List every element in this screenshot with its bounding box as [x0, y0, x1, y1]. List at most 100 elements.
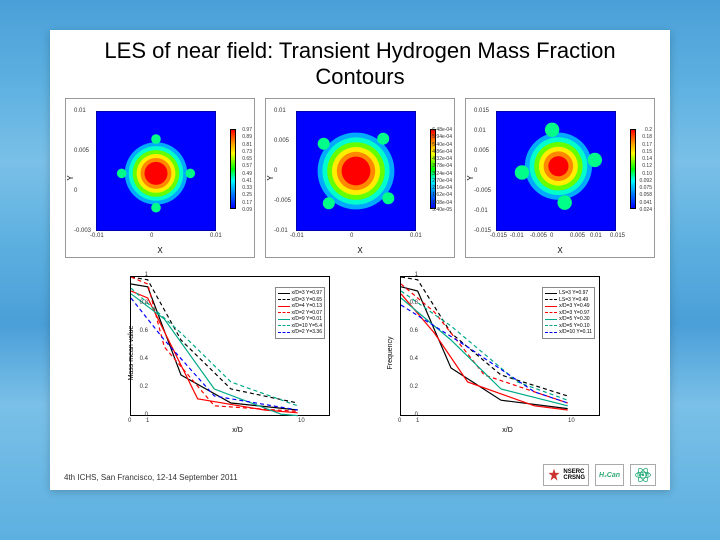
- lineplot-xtick: 10: [298, 418, 305, 424]
- colorbar-tick: 0.17: [242, 200, 252, 206]
- lineplot-ytick: 0.6: [410, 328, 418, 334]
- colorbar-tick: 0.10: [642, 171, 652, 177]
- colorbar-tick: 1.62e-04: [432, 192, 452, 198]
- contour-svg: [296, 111, 416, 231]
- colorbar-tick: 0.058: [639, 192, 652, 198]
- contour-ytick: 0.01: [74, 108, 86, 114]
- colorbar-tick: 0.12: [642, 163, 652, 169]
- contour-ytick: -0.005: [474, 188, 491, 194]
- contour-panel-1: YX0.010.0050-0.005-0.01-0.0100.016.48e-0…: [265, 98, 455, 258]
- colorbar-tick: 0.41: [242, 178, 252, 184]
- legend-label: x/D=10 Y=0.11: [559, 329, 592, 336]
- lineplot-ytick: 0.2: [410, 384, 418, 390]
- legend-swatch: [278, 306, 290, 307]
- lineplot-ytick: 0.6: [140, 328, 148, 334]
- contour-xtick: -0.01: [510, 233, 524, 239]
- colorbar-tick: 4.32e-04: [432, 156, 452, 162]
- colorbar-tick: 0.14: [642, 156, 652, 162]
- legend-swatch: [278, 293, 290, 294]
- colorbar-tick: 0.15: [642, 149, 652, 155]
- contour-xlabel: X: [157, 246, 162, 255]
- contour-ytick: 0.01: [274, 108, 286, 114]
- lineplot-ytick: 0.2: [140, 384, 148, 390]
- colorbar-tick: 0.33: [242, 185, 252, 191]
- lineplot-ytick: 0.4: [410, 356, 418, 362]
- contour-xtick: -0.01: [290, 233, 304, 239]
- contour-ytick: 0.015: [474, 108, 489, 114]
- lineplot-row: x/D=3 Y=0.97x/D=3 Y=0.65x/D=4 Y=0.13x/D=…: [50, 264, 670, 444]
- lineplot-legend: LS=3 Y=0.97LS=3 Y=0.49x/D=3 Y=0.49x/D=3 …: [542, 287, 595, 339]
- lineplot-ytick: 0.4: [140, 356, 148, 362]
- colorbar-tick: 0.18: [642, 134, 652, 140]
- contour-xtick: -0.01: [90, 233, 104, 239]
- contour-xlabel: X: [557, 246, 562, 255]
- colorbar-tick: 0.2: [645, 127, 652, 133]
- contour-ytick: -0.01: [474, 208, 488, 214]
- contour-ytick: 0: [74, 188, 77, 194]
- lineplot-xtick: 1: [146, 418, 149, 424]
- lineplot-ylabel: Frequency: [387, 336, 394, 369]
- lineplot-xtick: 10: [568, 418, 575, 424]
- colorbar: [630, 129, 636, 209]
- colorbar-tick: 0.97: [242, 127, 252, 133]
- lineplot-ytick: 0.8: [140, 300, 148, 306]
- contour-ytick: 0: [474, 168, 477, 174]
- lineplot-ytick: 1: [415, 272, 418, 278]
- contour-xtick: 0.01: [210, 233, 222, 239]
- contour-panel-2: YX0.0150.010.0050-0.005-0.01-0.015-0.015…: [465, 98, 655, 258]
- lineplot-xtick: 0: [128, 418, 131, 424]
- lineplot-xtick: 0: [398, 418, 401, 424]
- page-title: LES of near field: Transient Hydrogen Ma…: [50, 30, 670, 94]
- irh-text: I R H: [637, 472, 648, 478]
- legend-swatch: [545, 293, 557, 294]
- h2can-logo: H₂Can: [595, 464, 624, 486]
- colorbar-tick: 5.94e-04: [432, 134, 452, 140]
- legend-swatch: [278, 299, 290, 300]
- colorbar-tick: 5.40e-05: [432, 207, 452, 213]
- contour-xtick: 0.01: [410, 233, 422, 239]
- contour-ytick: 0.005: [274, 138, 289, 144]
- colorbar-tick: 0.89: [242, 134, 252, 140]
- legend-swatch: [278, 319, 290, 320]
- colorbar-tick: 0.25: [242, 192, 252, 198]
- lineplot-xlabel: x/D: [232, 427, 243, 434]
- lineplot-xlabel: x/D: [502, 427, 513, 434]
- lineplot-ytick: 0.8: [410, 300, 418, 306]
- lineplot-xtick: 1: [416, 418, 419, 424]
- contour-ylabel: Y: [266, 175, 275, 180]
- legend-swatch: [545, 325, 557, 326]
- legend-item: x/D=10 Y=0.11: [545, 329, 592, 336]
- colorbar-tick: 2.70e-04: [432, 178, 452, 184]
- colorbar-tick: 0.092: [639, 178, 652, 184]
- contour-row: YX0.010.0050-0.003-0.0100.010.970.890.81…: [50, 94, 670, 264]
- colorbar-tick: 0.73: [242, 149, 252, 155]
- colorbar-tick: 3.24e-04: [432, 171, 452, 177]
- nserc-logo: NSERCCRSNG: [543, 464, 589, 486]
- contour-ytick: -0.005: [274, 198, 291, 204]
- contour-ytick: -0.015: [474, 228, 491, 234]
- nserc-text: NSERCCRSNG: [563, 469, 585, 481]
- footer-text: 4th ICHS, San Francisco, 12-14 September…: [64, 473, 238, 482]
- colorbar-tick: 6.48e-04: [432, 127, 452, 133]
- lineplot-panel-1: LS=3 Y=0.97LS=3 Y=0.49x/D=3 Y=0.49x/D=3 …: [370, 268, 620, 438]
- contour-ytick: 0.01: [474, 128, 486, 134]
- colorbar-tick: 4.86e-04: [432, 149, 452, 155]
- lineplot-area: x/D=3 Y=0.97x/D=3 Y=0.65x/D=4 Y=0.13x/D=…: [130, 276, 330, 416]
- legend-swatch: [545, 332, 557, 333]
- slide-container: LES of near field: Transient Hydrogen Ma…: [50, 30, 670, 490]
- contour-xtick: 0.01: [590, 233, 602, 239]
- colorbar-tick: 0.024: [639, 207, 652, 213]
- colorbar-tick: 1.08e-04: [432, 200, 452, 206]
- colorbar-tick: 0.57: [242, 163, 252, 169]
- lineplot-ylabel: Mass mean value: [128, 326, 135, 381]
- lineplot-ytick: 1: [145, 272, 148, 278]
- colorbar-tick: 0.65: [242, 156, 252, 162]
- legend-swatch: [545, 319, 557, 320]
- contour-panel-0: YX0.010.0050-0.003-0.0100.010.970.890.81…: [65, 98, 255, 258]
- legend-label: x/D=2 Y=3.36: [292, 329, 323, 336]
- contour-svg: [496, 111, 616, 231]
- contour-xtick: 0.015: [610, 233, 625, 239]
- legend-swatch: [278, 312, 290, 313]
- legend-item: x/D=2 Y=3.36: [278, 329, 323, 336]
- contour-ytick: -0.003: [74, 228, 91, 234]
